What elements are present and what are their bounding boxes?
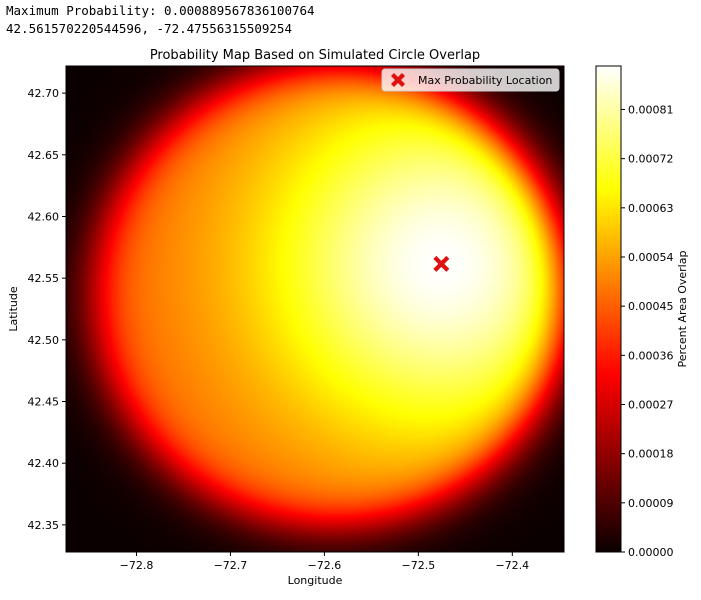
x-tick-label: −72.8 bbox=[120, 559, 154, 572]
output-max-probability: Maximum Probability: 0.0008895678361007​… bbox=[6, 3, 315, 18]
y-tick-label: 42.35 bbox=[28, 519, 60, 532]
legend-marker-icon bbox=[391, 73, 405, 87]
x-tick-label: −72.4 bbox=[495, 559, 529, 572]
heatmap-image bbox=[66, 66, 564, 552]
colorbar-tick-label: 0.00063 bbox=[628, 202, 674, 215]
colorbar bbox=[595, 65, 622, 553]
y-tick-label: 42.60 bbox=[28, 210, 60, 223]
colorbar-tick-label: 0.00081 bbox=[628, 103, 674, 116]
x-tick-label: −72.5 bbox=[401, 559, 435, 572]
chart-title: Probability Map Based on Simulated Circl… bbox=[150, 48, 480, 63]
colorbar-tick-label: 0.00054 bbox=[628, 251, 674, 264]
x-tick-label: −72.6 bbox=[308, 559, 342, 572]
colorbar-tick-label: 0.00000 bbox=[628, 546, 674, 559]
y-tick-label: 42.40 bbox=[28, 457, 60, 470]
y-tick-label: 42.45 bbox=[28, 396, 60, 409]
colorbar-tick-label: 0.00027 bbox=[628, 398, 674, 411]
colorbar-tick-label: 0.00018 bbox=[628, 448, 674, 461]
max-probability-x-icon bbox=[433, 255, 450, 272]
y-tick-label: 42.55 bbox=[28, 272, 60, 285]
legend: Max Probability Location bbox=[381, 68, 560, 92]
legend-label: Max Probability Location bbox=[418, 74, 552, 87]
colorbar-tick-label: 0.00072 bbox=[628, 153, 674, 166]
colorbar-label: Percent Area Overlap bbox=[676, 251, 689, 368]
y-tick-label: 42.65 bbox=[28, 149, 60, 162]
output-max-location: 42.561570220544596, -72.47556315509254 bbox=[6, 21, 292, 36]
colorbar-tick-label: 0.00036 bbox=[628, 349, 674, 362]
y-axis-ticks: 42.35 42.40 42.45 42.50 42.55 42.60 42.65 42.70 bbox=[28, 87, 66, 532]
x-axis-ticks: −72.8 −72.7 −72.6 −72.5 −72.4 bbox=[120, 552, 529, 572]
x-tick-label: −72.7 bbox=[214, 559, 248, 572]
y-axis-label: Latitude bbox=[7, 286, 20, 332]
y-tick-label: 42.50 bbox=[28, 334, 60, 347]
max-probability-marker bbox=[433, 255, 450, 272]
plot-frame bbox=[65, 65, 565, 553]
colorbar-tick-label: 0.00045 bbox=[628, 300, 674, 313]
colorbar-tick-label: 0.00009 bbox=[628, 497, 674, 510]
legend-box bbox=[381, 68, 560, 92]
x-axis-label: Longitude bbox=[288, 574, 343, 587]
y-tick-label: 42.70 bbox=[28, 87, 60, 100]
colorbar-ticks: 0.00000 0.00009 0.00018 0.00027 0.00036 0.000… bbox=[621, 103, 674, 559]
